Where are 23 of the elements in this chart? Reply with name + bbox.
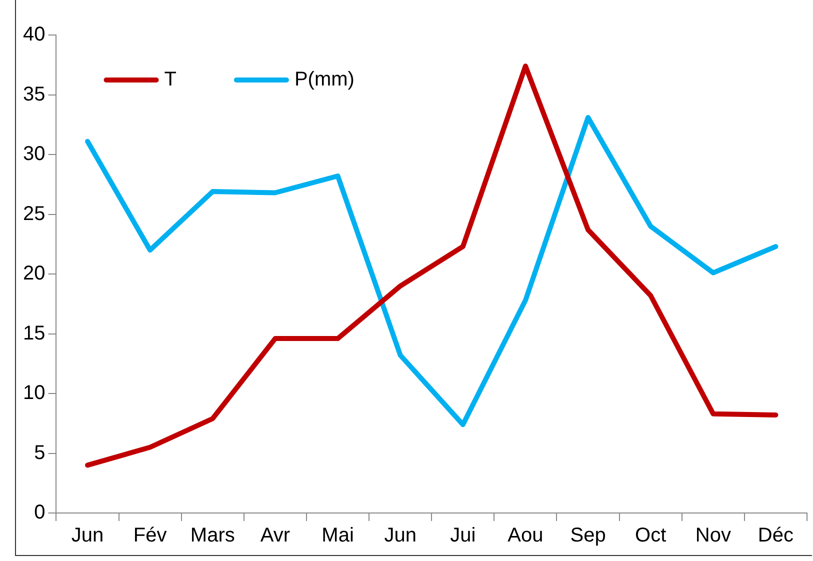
x-tick-label: Nov <box>695 524 731 547</box>
x-tick-label: Jun <box>71 524 104 547</box>
x-tick-label: Mars <box>190 524 235 547</box>
y-tick-label: 30 <box>22 143 46 166</box>
x-tick-label: Sep <box>570 524 606 547</box>
y-tick-label: 15 <box>22 322 46 344</box>
legend-label: P(mm) <box>294 68 354 91</box>
y-tick-label: 20 <box>22 262 46 285</box>
y-tick-label: 10 <box>22 382 46 404</box>
x-tick-label: Fév <box>133 524 167 547</box>
x-tick-label: Aou <box>508 524 544 547</box>
x-tick-label: Mai <box>322 524 354 547</box>
y-tick-label: 5 <box>34 442 46 464</box>
y-tick-label: 35 <box>22 83 46 106</box>
x-tick-label: Oct <box>635 524 667 547</box>
y-tick-label: 25 <box>22 202 46 225</box>
x-tick-label: Jui <box>450 524 476 547</box>
x-tick-label: Déc <box>758 524 794 547</box>
x-tick-label: Avr <box>260 524 290 547</box>
y-tick-label: 0 <box>34 502 46 524</box>
y-tick-label: 40 <box>22 24 46 46</box>
x-tick-label: Jun <box>384 524 416 547</box>
legend-label: T <box>164 68 176 91</box>
